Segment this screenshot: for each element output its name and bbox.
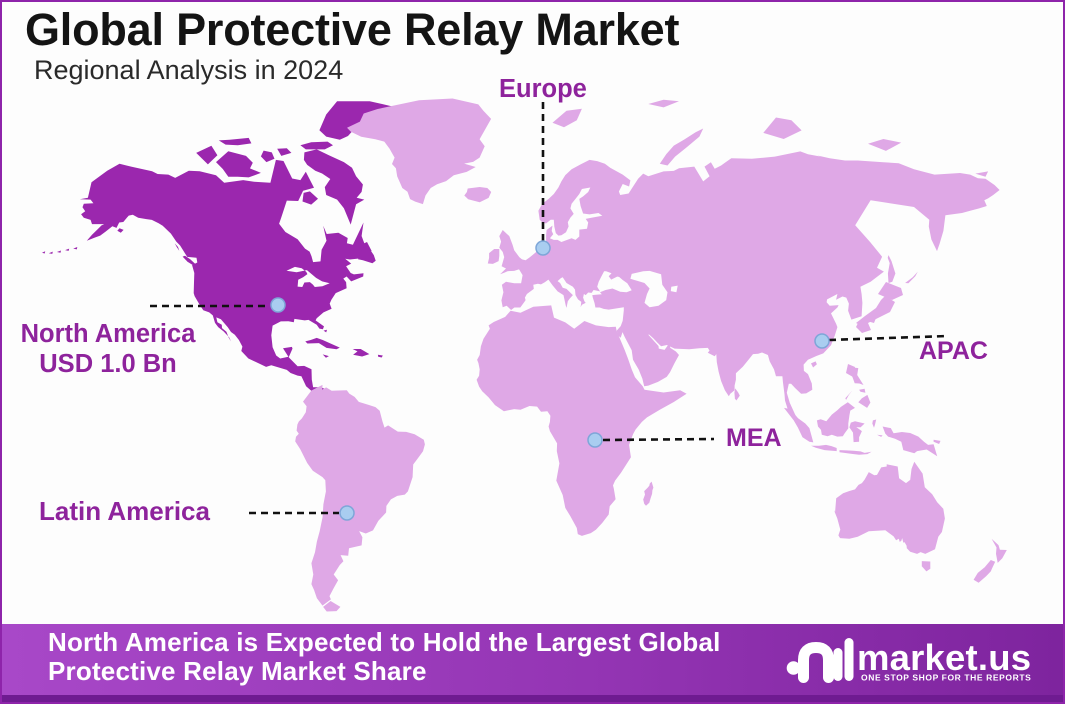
svg-text:ONE STOP SHOP FOR THE REPORTS: ONE STOP SHOP FOR THE REPORTS bbox=[861, 673, 1031, 683]
svg-text:market.us: market.us bbox=[857, 637, 1031, 678]
